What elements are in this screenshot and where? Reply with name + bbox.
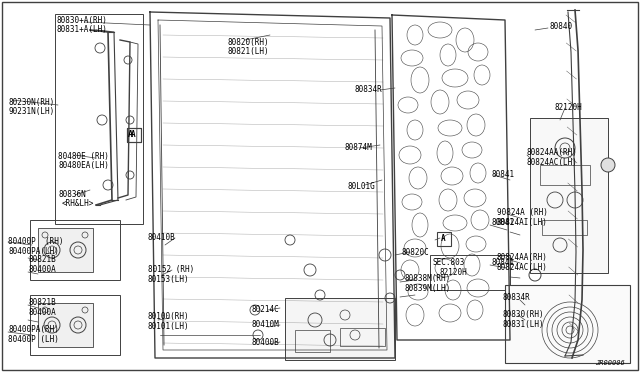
Text: 80836N: 80836N bbox=[58, 190, 86, 199]
Text: 80152 (RH): 80152 (RH) bbox=[148, 265, 195, 274]
Text: 80153(LH): 80153(LH) bbox=[148, 275, 189, 284]
Text: 80100(RH): 80100(RH) bbox=[148, 312, 189, 321]
Text: A: A bbox=[441, 234, 445, 243]
Text: 80841: 80841 bbox=[492, 170, 515, 179]
Text: A: A bbox=[131, 130, 136, 139]
Bar bbox=[340, 328, 385, 346]
Text: <RH&LH>: <RH&LH> bbox=[62, 199, 94, 208]
Text: 80821B: 80821B bbox=[28, 255, 56, 264]
Bar bbox=[127, 128, 141, 142]
Bar bbox=[127, 128, 141, 142]
Text: 80L01G: 80L01G bbox=[348, 182, 376, 191]
Text: 80400P (LH): 80400P (LH) bbox=[8, 335, 59, 344]
Text: 80841: 80841 bbox=[492, 218, 515, 227]
Text: 80824AI(LH): 80824AI(LH) bbox=[497, 218, 548, 227]
Bar bbox=[437, 232, 451, 246]
Text: 80821(LH): 80821(LH) bbox=[228, 47, 269, 56]
Text: 82120H: 82120H bbox=[555, 103, 583, 112]
Text: 80831+A(LH): 80831+A(LH) bbox=[56, 25, 107, 34]
Text: 80824AC(LH): 80824AC(LH) bbox=[497, 263, 548, 272]
Text: 80841: 80841 bbox=[492, 258, 515, 267]
Text: 80410B: 80410B bbox=[148, 233, 176, 242]
Text: 82120H: 82120H bbox=[440, 268, 468, 277]
Text: 90824A (RH): 90824A (RH) bbox=[497, 208, 548, 217]
Bar bbox=[540, 165, 590, 185]
Text: 80839M(LH): 80839M(LH) bbox=[405, 284, 451, 293]
Text: 80820(RH): 80820(RH) bbox=[228, 38, 269, 47]
Text: 80214C: 80214C bbox=[252, 305, 280, 314]
Bar bbox=[285, 298, 395, 360]
Text: A: A bbox=[128, 130, 133, 139]
Bar bbox=[295, 330, 330, 352]
Text: JR00006: JR00006 bbox=[595, 360, 625, 366]
Bar bbox=[530, 118, 608, 273]
Text: 80230N(RH): 80230N(RH) bbox=[8, 98, 54, 107]
Bar bbox=[430, 255, 510, 290]
Text: SEC.803: SEC.803 bbox=[433, 258, 465, 267]
Text: 80834R: 80834R bbox=[503, 293, 531, 302]
Text: 80400A: 80400A bbox=[28, 265, 56, 274]
Text: 80824AA(RH): 80824AA(RH) bbox=[527, 148, 578, 157]
Text: 80101(LH): 80101(LH) bbox=[148, 322, 189, 331]
Text: 80400PA(RH): 80400PA(RH) bbox=[8, 325, 59, 334]
Text: 80831(LH): 80831(LH) bbox=[503, 320, 545, 329]
Bar bbox=[55, 14, 143, 224]
Text: 80821B: 80821B bbox=[28, 298, 56, 307]
Circle shape bbox=[601, 158, 615, 172]
Bar bbox=[38, 303, 93, 347]
Text: 80480EA(LH): 80480EA(LH) bbox=[58, 161, 109, 170]
Text: 80874M: 80874M bbox=[345, 143, 372, 152]
Text: 80820C: 80820C bbox=[402, 248, 429, 257]
Bar bbox=[30, 295, 120, 355]
Text: 80840: 80840 bbox=[550, 22, 573, 31]
Text: 80400A: 80400A bbox=[28, 308, 56, 317]
Text: 80824AC(LH): 80824AC(LH) bbox=[527, 158, 578, 167]
Text: 80480E (RH): 80480E (RH) bbox=[58, 152, 109, 161]
Text: 80838M(RH): 80838M(RH) bbox=[405, 274, 451, 283]
Text: 80400PA(LH): 80400PA(LH) bbox=[8, 247, 59, 256]
Bar bbox=[30, 220, 120, 280]
Text: 80410M: 80410M bbox=[252, 320, 280, 329]
Text: 90231N(LH): 90231N(LH) bbox=[8, 107, 54, 116]
Text: 80400B: 80400B bbox=[252, 338, 280, 347]
Bar bbox=[505, 285, 630, 363]
Text: 80830+A(RH): 80830+A(RH) bbox=[56, 16, 107, 25]
Text: 80824AA(RH): 80824AA(RH) bbox=[497, 253, 548, 262]
Bar bbox=[542, 220, 587, 235]
Bar bbox=[38, 228, 93, 272]
Text: 80830(RH): 80830(RH) bbox=[503, 310, 545, 319]
Text: 80834R: 80834R bbox=[355, 85, 383, 94]
Text: 80400P  (RH): 80400P (RH) bbox=[8, 237, 63, 246]
